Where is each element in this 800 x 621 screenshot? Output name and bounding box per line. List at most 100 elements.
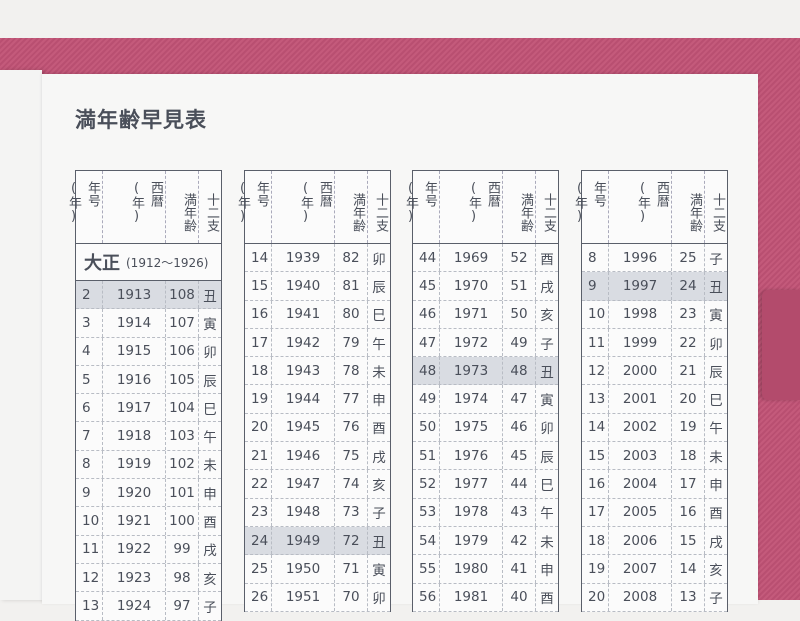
column-header: 満年齢	[166, 171, 199, 243]
table-cell: 寅	[372, 562, 386, 579]
table-cell: 3	[76, 309, 103, 337]
table-header: 年号(年) 西暦(年) 満年齢 十二支	[235, 171, 390, 244]
table-cell: 47	[413, 328, 440, 357]
table-cell: 酉	[372, 421, 386, 438]
table-cell: 1914	[103, 309, 166, 337]
table-row: 48 1973 48 丑	[413, 357, 558, 386]
table-row: 47 1972 49 子	[413, 328, 558, 358]
table-cell: 1948	[272, 498, 335, 526]
table-cell: 午	[540, 506, 554, 523]
table-cell: 2	[76, 281, 103, 309]
table-cell: 48	[503, 357, 536, 385]
table-cell: 19	[672, 413, 705, 442]
table-cell: 卯	[540, 421, 554, 438]
table-cell: 16	[582, 470, 609, 498]
table-cell: 申	[203, 486, 217, 503]
table-row: 50 1975 46 卯	[413, 413, 558, 443]
table-row: 8 1919 102 未	[76, 450, 221, 480]
table-cell: 4	[76, 337, 103, 365]
table-cell: 9	[76, 479, 103, 507]
table-row: 19 2007 14 亥	[582, 555, 727, 584]
page-title: 満年齢早見表	[75, 108, 207, 132]
table-row: 14 1939 82 卯	[245, 244, 390, 273]
table-cell: 1998	[609, 300, 672, 328]
table-cell: 17	[582, 498, 609, 526]
table-cell: 1942	[272, 328, 335, 357]
table-cell: 申	[709, 478, 723, 495]
column-header: 西暦(年)	[609, 171, 672, 243]
table-cell: 8	[582, 244, 609, 272]
table-cell: 亥	[540, 308, 554, 325]
table-cell: 5	[76, 365, 103, 394]
table-cell: 巳	[372, 308, 386, 325]
age-table: 年号(年) 西暦(年) 満年齢 十二支 8 1996 25 子 9 1997 24 丑 10 1998 23…	[572, 170, 728, 612]
table-cell: 酉	[709, 506, 723, 523]
table-cell: 52	[413, 470, 440, 498]
table-cell: 巳	[540, 478, 554, 495]
table-cell: 1969	[440, 244, 503, 272]
table-cell: 23	[245, 498, 272, 526]
table-cell: 巳	[203, 401, 217, 418]
column-header: 十二支	[541, 192, 556, 232]
table-cell: 卯	[372, 251, 386, 268]
table-row: 10 1921 100 酉	[76, 507, 221, 536]
table-cell: 107	[166, 309, 199, 337]
age-table: 年号(年) 西暦(年) 満年齢 十二支 14 1939 82 卯 15 1940 81 辰 16 1941…	[235, 170, 391, 612]
table-cell: 1997	[609, 272, 672, 300]
table-row: 9 1920 101 申	[76, 479, 221, 508]
table-cell: 1981	[440, 583, 503, 611]
table-cell: 亥	[709, 562, 723, 579]
table-cell: 戌	[709, 534, 723, 551]
table-cell: 1975	[440, 413, 503, 442]
table-cell: 丑	[203, 288, 217, 305]
column-header: 年号(年)	[66, 171, 103, 243]
table-cell: 未	[203, 458, 217, 475]
table-cell: 52	[503, 244, 536, 272]
table-cell: 1916	[103, 365, 166, 394]
table-row: 6 1917 104 巳	[76, 394, 221, 423]
table-cell: 1970	[440, 272, 503, 300]
table-cell: 2006	[609, 526, 672, 555]
table-row: 15 1940 81 辰	[245, 272, 390, 301]
table-cell: 寅	[540, 393, 554, 410]
table-cell: 15	[245, 272, 272, 300]
table-cell: 49	[413, 385, 440, 413]
table-row: 11 1999 22 卯	[582, 328, 727, 358]
table-cell: 1979	[440, 526, 503, 555]
table-row: 17 2005 16 酉	[582, 498, 727, 527]
table-row: 2 1913 108 丑	[76, 281, 221, 310]
table-cell: 14	[582, 413, 609, 442]
table-row: 8 1996 25 子	[582, 244, 727, 273]
table-cell: 1922	[103, 535, 166, 563]
table-cell: 1996	[609, 244, 672, 272]
table-cell: 14	[245, 244, 272, 272]
table-cell: 44	[413, 244, 440, 272]
column-header: 満年齢	[335, 171, 368, 243]
table-cell: 辰	[372, 279, 386, 296]
table-row: 54 1979 42 未	[413, 526, 558, 556]
table-cell: 1999	[609, 328, 672, 357]
table-cell: 18	[245, 357, 272, 385]
table-row: 18 2006 15 戌	[582, 526, 727, 556]
table-row: 49 1974 47 寅	[413, 385, 558, 414]
table-cell: 1939	[272, 244, 335, 272]
table-cell: 10	[76, 507, 103, 535]
table-cell: 20	[672, 385, 705, 413]
table-cell: 78	[335, 357, 368, 385]
table-cell: 戌	[372, 449, 386, 466]
table-cell: 1918	[103, 422, 166, 450]
table-cell: 43	[503, 498, 536, 526]
table-row: 12 1923 98 亥	[76, 563, 221, 593]
table-cell: 子	[709, 251, 723, 268]
table-row: 16 2004 17 申	[582, 470, 727, 499]
table-cell: 1972	[440, 328, 503, 357]
table-cell: 2002	[609, 413, 672, 442]
table-cell: 酉	[540, 251, 554, 268]
table-cell: 卯	[709, 336, 723, 353]
table-cell: 申	[372, 393, 386, 410]
table-cell: 11	[76, 535, 103, 563]
table-cell: 子	[540, 336, 554, 353]
table-cell: 辰	[203, 373, 217, 390]
table-cell: 1951	[272, 583, 335, 611]
table-row: 9 1997 24 丑	[582, 272, 727, 301]
